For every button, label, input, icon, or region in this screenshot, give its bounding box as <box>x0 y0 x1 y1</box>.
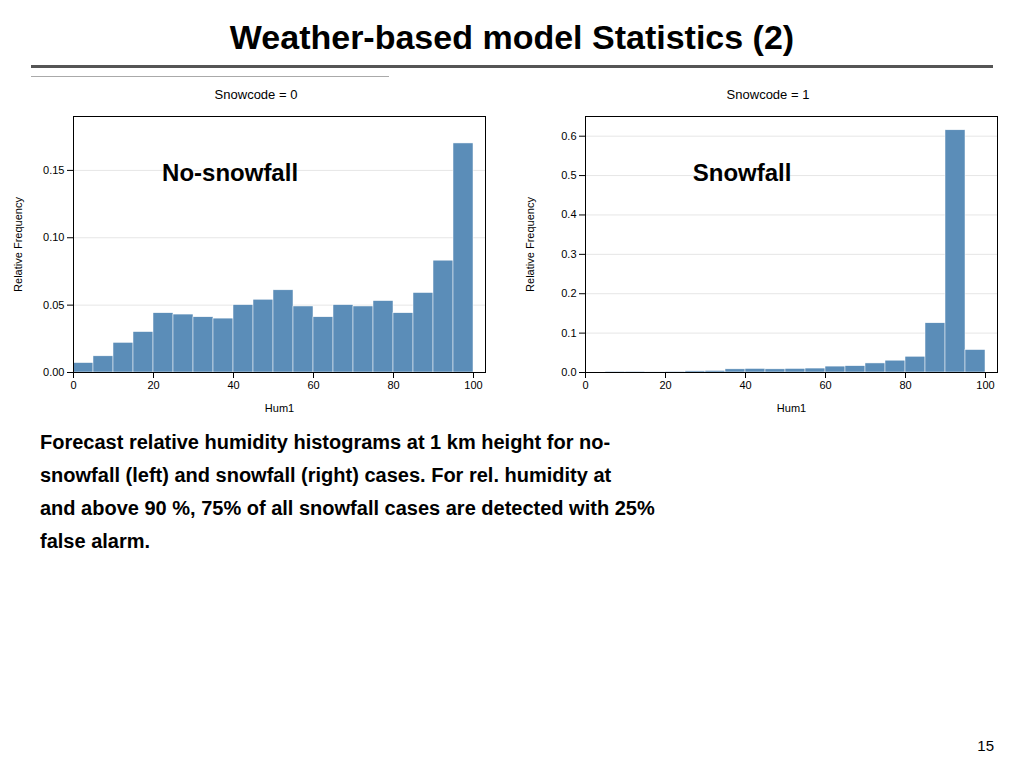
svg-text:Hum1: Hum1 <box>777 402 806 414</box>
html-text:Weather-based model Statistics: Weather-based model Statistics (2) <box>229 18 795 56</box>
svg-text:60: 60 <box>307 379 319 391</box>
svg-text:100: 100 <box>976 379 994 391</box>
svg-text:Relative Frequency: Relative Frequency <box>524 197 536 292</box>
svg-text:80: 80 <box>899 379 911 391</box>
svg-text:0.0: 0.0 <box>561 366 576 378</box>
svg-text:Hum1: Hum1 <box>265 402 294 414</box>
svg-text:20: 20 <box>659 379 671 391</box>
svg-text:0.15: 0.15 <box>43 164 64 176</box>
svg-text:0.00: 0.00 <box>43 366 64 378</box>
html-text:Snowcode = 1: Snowcode = 1 <box>726 87 810 102</box>
svg-text:0.6: 0.6 <box>561 130 576 142</box>
svg-text:0: 0 <box>582 379 588 391</box>
svg-text:0.4: 0.4 <box>561 208 576 220</box>
svg-text:40: 40 <box>227 379 239 391</box>
svg-text:40: 40 <box>739 379 751 391</box>
svg-text:No-snowfall: No-snowfall <box>162 159 298 186</box>
html-text:Snowcode = 0: Snowcode = 0 <box>214 87 298 102</box>
svg-text:0.10: 0.10 <box>43 231 64 243</box>
svg-text:0.05: 0.05 <box>43 299 64 311</box>
html-text:15: 15 <box>977 737 994 754</box>
svg-text:0.5: 0.5 <box>561 169 576 181</box>
svg-text:80: 80 <box>387 379 399 391</box>
svg-text:0.1: 0.1 <box>561 327 576 339</box>
svg-text:0.2: 0.2 <box>561 287 576 299</box>
svg-text:Snowfall: Snowfall <box>693 159 792 186</box>
svg-text:100: 100 <box>464 379 482 391</box>
html-text:Forecast relative humidity his: Forecast relative humidity histograms at… <box>40 431 655 552</box>
svg-text:0.3: 0.3 <box>561 248 576 260</box>
svg-text:0: 0 <box>70 379 76 391</box>
svg-text:Relative Frequency: Relative Frequency <box>12 197 24 292</box>
svg-text:60: 60 <box>819 379 831 391</box>
svg-text:20: 20 <box>147 379 159 391</box>
